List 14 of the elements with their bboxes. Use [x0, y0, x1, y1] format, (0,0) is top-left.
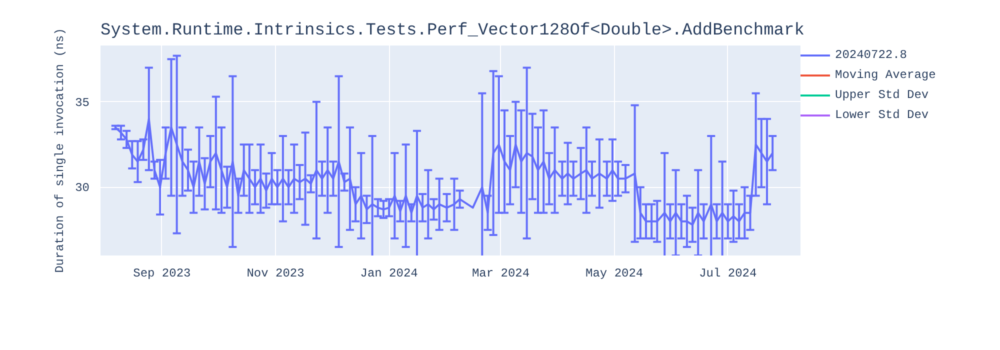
y-axis-title: Duration of single invocation (ns): [53, 28, 68, 273]
x-tick-label: Sep 2023: [133, 266, 191, 280]
y-tick-label: 30: [75, 181, 90, 196]
x-tick-label: Mar 2024: [472, 266, 530, 280]
x-tick-label: Nov 2023: [246, 266, 304, 280]
y-tick-label: 35: [75, 96, 90, 110]
x-tick-label: May 2024: [586, 266, 644, 280]
legend-label: 20240722.8: [835, 48, 908, 62]
x-tick-label: Jul 2024: [699, 266, 757, 280]
x-tick-label: Jan 2024: [360, 266, 418, 280]
legend-label: Lower Std Dev: [835, 108, 929, 122]
chart-title: System.Runtime.Intrinsics.Tests.Perf_Vector128Of<Double>.AddBenchmark: [100, 22, 804, 40]
legend-label: Moving Average: [835, 68, 936, 82]
legend-label: Upper Std Dev: [835, 88, 929, 102]
